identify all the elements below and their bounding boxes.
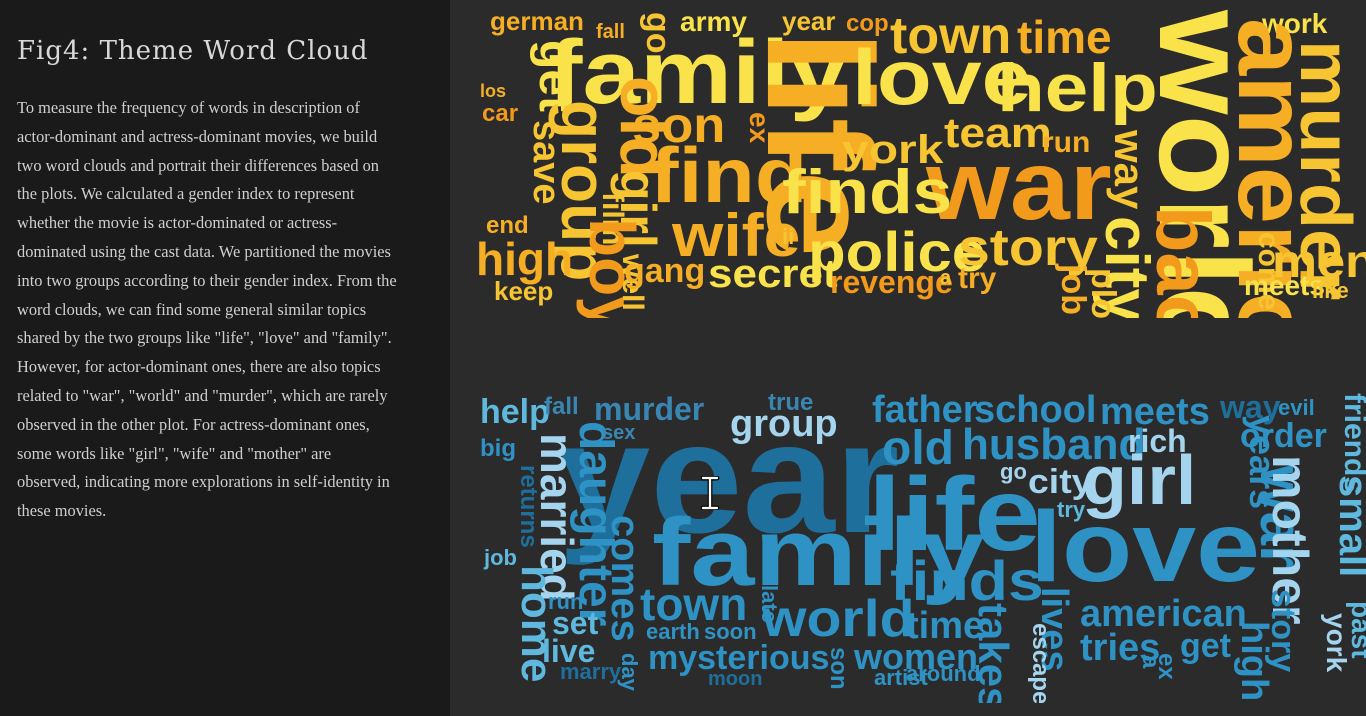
actress-word-soon: soon	[704, 619, 757, 644]
actor-word-high: high	[476, 233, 574, 285]
actor-word-german: german	[490, 6, 584, 36]
actor-word-men: men	[1272, 235, 1366, 287]
actress-word-life: life	[868, 457, 1041, 573]
actress-word-finds: finds	[890, 549, 1044, 612]
actress-word-small: small	[1331, 475, 1366, 578]
actor-word-plot: plot	[1084, 268, 1122, 318]
text-cursor-icon	[700, 476, 720, 510]
page-title: Fig4: Theme Word Cloud	[17, 36, 369, 66]
actress-word-escape: escape	[1027, 623, 1054, 703]
actress-word-get: get	[1180, 627, 1231, 665]
actress-word-women: women	[854, 636, 979, 677]
actress-word-city: city	[1028, 463, 1093, 501]
actor-word-gang: gang	[624, 252, 706, 290]
actor-word-war: war	[926, 130, 1112, 240]
actor-word-cloud: german fall go army year cop town time work world…	[472, 0, 1366, 319]
actress-word-try: try	[1057, 497, 1086, 522]
actress-word-american: american	[1080, 593, 1247, 635]
actress-word-year: year	[558, 390, 900, 566]
actress-word-go: go	[1000, 459, 1027, 484]
actress-word-old: old	[882, 422, 954, 475]
actress-word-evil: evil	[1278, 395, 1315, 420]
actress-word-moon: moon	[708, 668, 763, 690]
actress-word-father: father	[872, 389, 978, 431]
actor-word-meets: meets	[1244, 270, 1325, 301]
actor-word-try: try	[958, 262, 997, 295]
actor-word-revenge: revenge	[830, 264, 953, 300]
actor-word-los: los	[480, 81, 507, 101]
actor-word-town: town	[890, 7, 1012, 65]
actor-word-find: find	[650, 131, 808, 219]
actor-word-end: end	[486, 212, 529, 239]
actor-word-family: family	[548, 23, 848, 123]
actress-word-rich: rich	[1128, 423, 1187, 459]
actress-word-run: run	[548, 589, 584, 614]
actor-word-way: way	[1106, 130, 1153, 210]
actor-word-secret: secret	[708, 252, 838, 296]
actress-word-school: school	[974, 389, 1097, 431]
actor-word-police: police	[808, 220, 987, 283]
actress-word-husband: husband	[962, 420, 1146, 469]
actress-word-town: town	[640, 578, 748, 630]
actor-word-like: like	[1312, 278, 1349, 303]
actress-word-day: day	[617, 653, 642, 691]
actress-word-mysterious: mysterious	[648, 639, 830, 677]
actor-word-cop: cop	[846, 10, 889, 37]
actress-word-girl: girl	[1082, 441, 1197, 519]
actress-word-cloud: help fall murder true father school meets way ev…	[472, 385, 1366, 704]
actress-word-tries: tries	[1080, 627, 1161, 669]
actor-word-army: army	[680, 6, 747, 37]
actor-word-time: time	[1017, 11, 1112, 63]
actress-word-fall: fall	[544, 393, 579, 420]
actress-word-high: high	[1233, 621, 1275, 702]
actor-word-finds: finds	[782, 158, 953, 227]
actress-word-set: set	[552, 605, 599, 641]
actor-word-car: car	[482, 100, 519, 127]
actress-word-sex: sex	[602, 422, 636, 444]
word-cloud-panel	[450, 0, 1366, 716]
actress-word-meets: meets	[1100, 391, 1210, 433]
actress-word-marry: marry	[560, 659, 622, 684]
actress-word-big: big	[480, 435, 516, 462]
actor-word-run: run	[1042, 126, 1091, 159]
actor-word-a: a	[940, 267, 952, 289]
actress-word-true: true	[768, 389, 814, 416]
actress-word-late: late	[757, 585, 782, 623]
actress-word-artist: artist	[874, 665, 928, 690]
actress-word-group: group	[730, 403, 838, 445]
actress-word-returns: returns	[515, 465, 542, 548]
actress-word-murder: murder	[594, 391, 705, 427]
actress-word-love: love	[1030, 491, 1261, 603]
actress-word-time: time	[906, 605, 985, 647]
actor-word-work: work	[1262, 8, 1328, 39]
actor-word-team: team	[944, 109, 1052, 156]
description-text: To measure the frequency of words in des…	[17, 98, 397, 521]
actress-word-earth: earth	[646, 619, 700, 644]
actress-word-past: past	[1346, 601, 1366, 659]
actress-word-way: way	[1220, 389, 1281, 425]
actress-word-family: family	[652, 499, 985, 606]
description-panel: Fig4: Theme Word Cloud To measure the fr…	[0, 0, 450, 716]
actor-word-keep: keep	[494, 276, 554, 306]
actor-word-ii: ii	[782, 224, 795, 249]
actor-word-love: love	[852, 33, 1032, 121]
actress-word-order: order	[1240, 417, 1327, 455]
actor-word-back: back	[1140, 206, 1225, 318]
actor-word-help: help	[997, 50, 1158, 126]
actor-word-son: son	[632, 97, 726, 153]
actress-word-takes: takes	[970, 603, 1017, 703]
actress-word-help: help	[480, 393, 550, 431]
actor-word-york: york	[842, 128, 944, 172]
actress-word-job: job	[484, 545, 517, 570]
actress-word-ex: ex	[1153, 653, 1180, 680]
actor-word-fall: fall	[596, 21, 625, 43]
actress-word-world: world	[762, 590, 915, 648]
actress-word-comes: comes	[603, 515, 647, 642]
actress-word-live: live	[542, 633, 596, 669]
actor-word-year: year	[782, 6, 836, 36]
actress-word-around: around	[906, 661, 981, 686]
actor-word-story: story	[958, 219, 1098, 277]
actress-word-son: son	[825, 647, 852, 690]
actor-word-wife: wife	[672, 202, 801, 269]
